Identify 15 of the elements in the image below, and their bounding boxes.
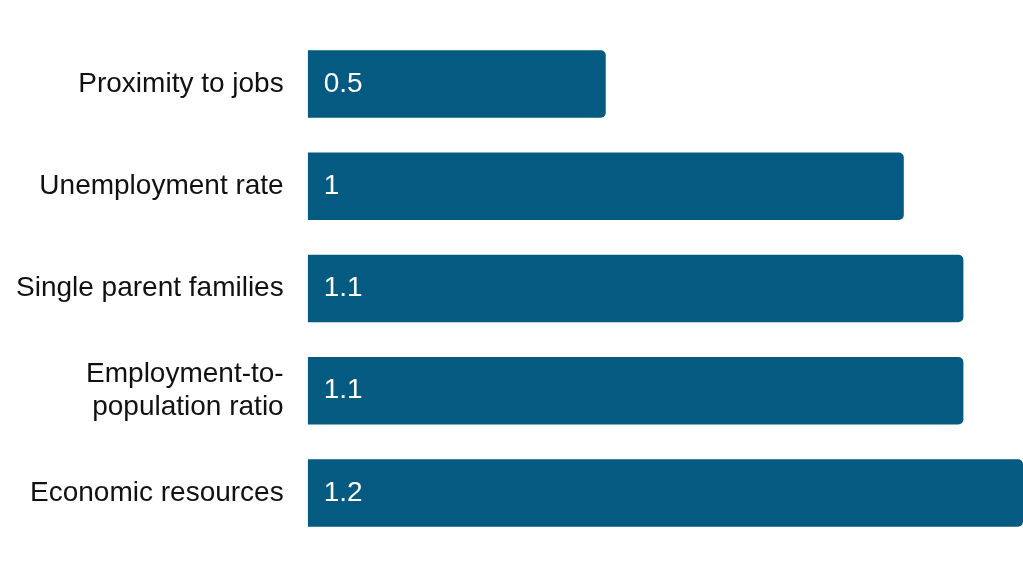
bar	[307, 152, 904, 220]
bar	[307, 254, 964, 323]
data-label: 1.2	[323, 475, 363, 507]
bar	[307, 459, 1023, 527]
data-label: 1.1	[323, 271, 363, 303]
y-tick-label: Single parent families	[15, 271, 284, 303]
data-label: 0.5	[323, 66, 363, 98]
y-tick-label: Unemployment rate	[39, 168, 284, 200]
y-tick-label: Economic resources	[30, 475, 284, 507]
bar	[307, 357, 964, 425]
data-label: 1	[323, 168, 340, 200]
data-label: 1.1	[323, 373, 363, 405]
y-tick-label: Proximity to jobs	[78, 66, 284, 98]
bar	[307, 50, 606, 118]
y-tick-label: Employment-to-population ratio	[86, 356, 284, 422]
